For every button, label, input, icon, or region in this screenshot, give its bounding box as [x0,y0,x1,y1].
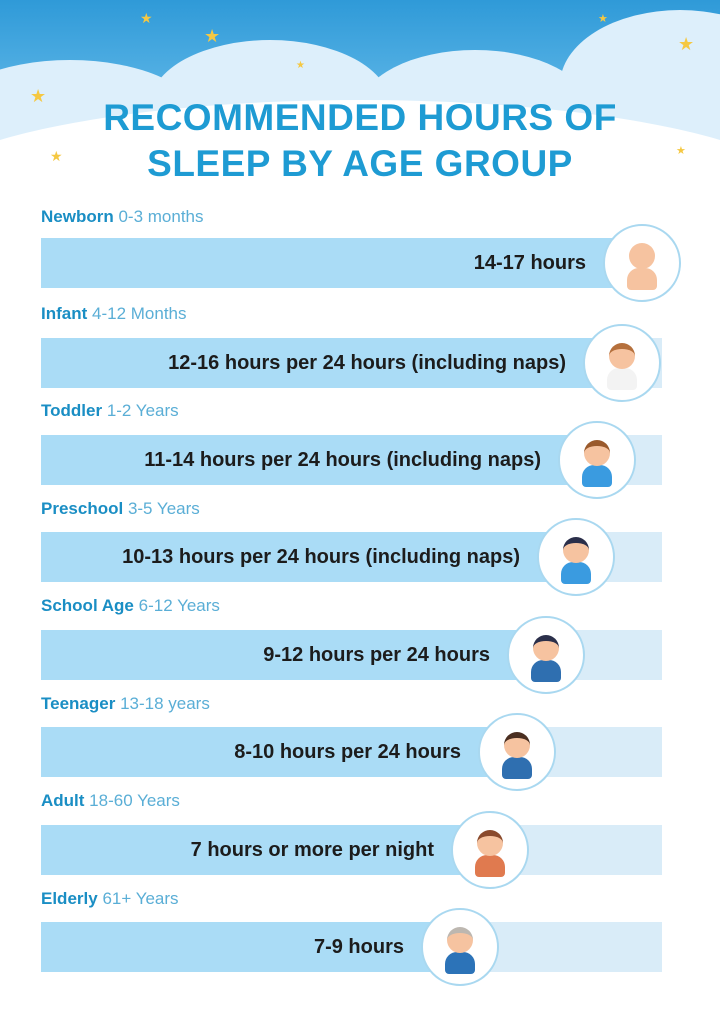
preschool-child-icon [537,518,615,596]
age-group-name: Adult [41,791,85,810]
age-range: 4-12 Months [92,304,187,323]
sleep-bar-fill [41,630,546,680]
age-group-label: Adult 18-60 Years [41,791,180,811]
sleep-bar-fill [41,825,490,875]
sleep-bar-track: 12-16 hours per 24 hours (including naps… [41,338,662,388]
sleep-bar-track: 7-9 hours [41,922,662,972]
sleep-hours: 10-13 hours per 24 hours (including naps… [122,546,520,568]
age-range: 13-18 years [120,694,210,713]
sleep-hours: 14-17 hours [473,252,586,274]
elderly-icon [421,908,499,986]
age-range: 61+ Years [102,889,179,908]
age-range: 18-60 Years [89,791,180,810]
age-range: 6-12 Years [138,596,220,615]
age-group-name: School Age [41,596,134,615]
sleep-bar-fill [41,435,597,485]
sleep-bar-track: 11-14 hours per 24 hours (including naps… [41,435,662,485]
age-group-label: Teenager 13-18 years [41,694,210,714]
star-icon: ★ [30,86,47,106]
sleep-bar-track: 14-17 hours [41,238,662,288]
newborn-baby-icon [603,224,681,302]
age-group-label: Infant 4-12 Months [41,304,187,324]
school-child-icon [507,616,585,694]
sleep-bar-fill [41,922,460,972]
star-icon: ★ [140,10,153,26]
title-line-1: RECOMMENDED HOURS OF [103,97,617,138]
age-group-name: Preschool [41,499,124,518]
sleep-bar-fill [41,532,576,582]
sleep-hours: 7 hours or more per night [190,839,434,861]
sleep-bar-fill [41,338,622,388]
sleep-bar-track: 7 hours or more per night [41,825,662,875]
sleep-hours: 8-10 hours per 24 hours [234,741,461,763]
age-group-name: Toddler [41,401,103,420]
star-icon: ★ [50,148,63,164]
age-group-label: Newborn 0-3 months [41,207,204,227]
star-icon: ★ [678,34,695,54]
sleep-hours: 9-12 hours per 24 hours [263,644,490,666]
star-icon: ★ [296,60,305,71]
age-group-label: Toddler 1-2 Years [41,401,179,421]
age-group-label: School Age 6-12 Years [41,596,220,616]
age-group-label: Elderly 61+ Years [41,889,179,909]
star-icon: ★ [598,13,608,25]
adult-icon [451,811,529,889]
teenager-icon [478,713,556,791]
age-group-name: Elderly [41,889,98,908]
star-icon: ★ [676,145,686,157]
age-range: 0-3 months [118,207,204,226]
age-group-label: Preschool 3-5 Years [41,499,200,519]
sleep-bar-track: 8-10 hours per 24 hours [41,727,662,777]
sleep-hours: 11-14 hours per 24 hours (including naps… [144,449,541,471]
sleep-bar-fill [41,238,642,288]
sleep-bar-track: 10-13 hours per 24 hours (including naps… [41,532,662,582]
age-group-name: Infant [41,304,88,323]
toddler-icon [558,421,636,499]
age-range: 1-2 Years [106,401,179,420]
infant-baby-icon [583,324,661,402]
sleep-hours: 12-16 hours per 24 hours (including naps… [168,352,566,374]
title-line-2: SLEEP BY AGE GROUP [147,143,573,184]
age-group-name: Teenager [41,694,116,713]
star-icon: ★ [204,26,221,46]
sleep-bar-fill [41,727,517,777]
sleep-hours: 7-9 hours [313,936,404,958]
age-group-name: Newborn [41,207,114,226]
age-range: 3-5 Years [127,499,200,518]
